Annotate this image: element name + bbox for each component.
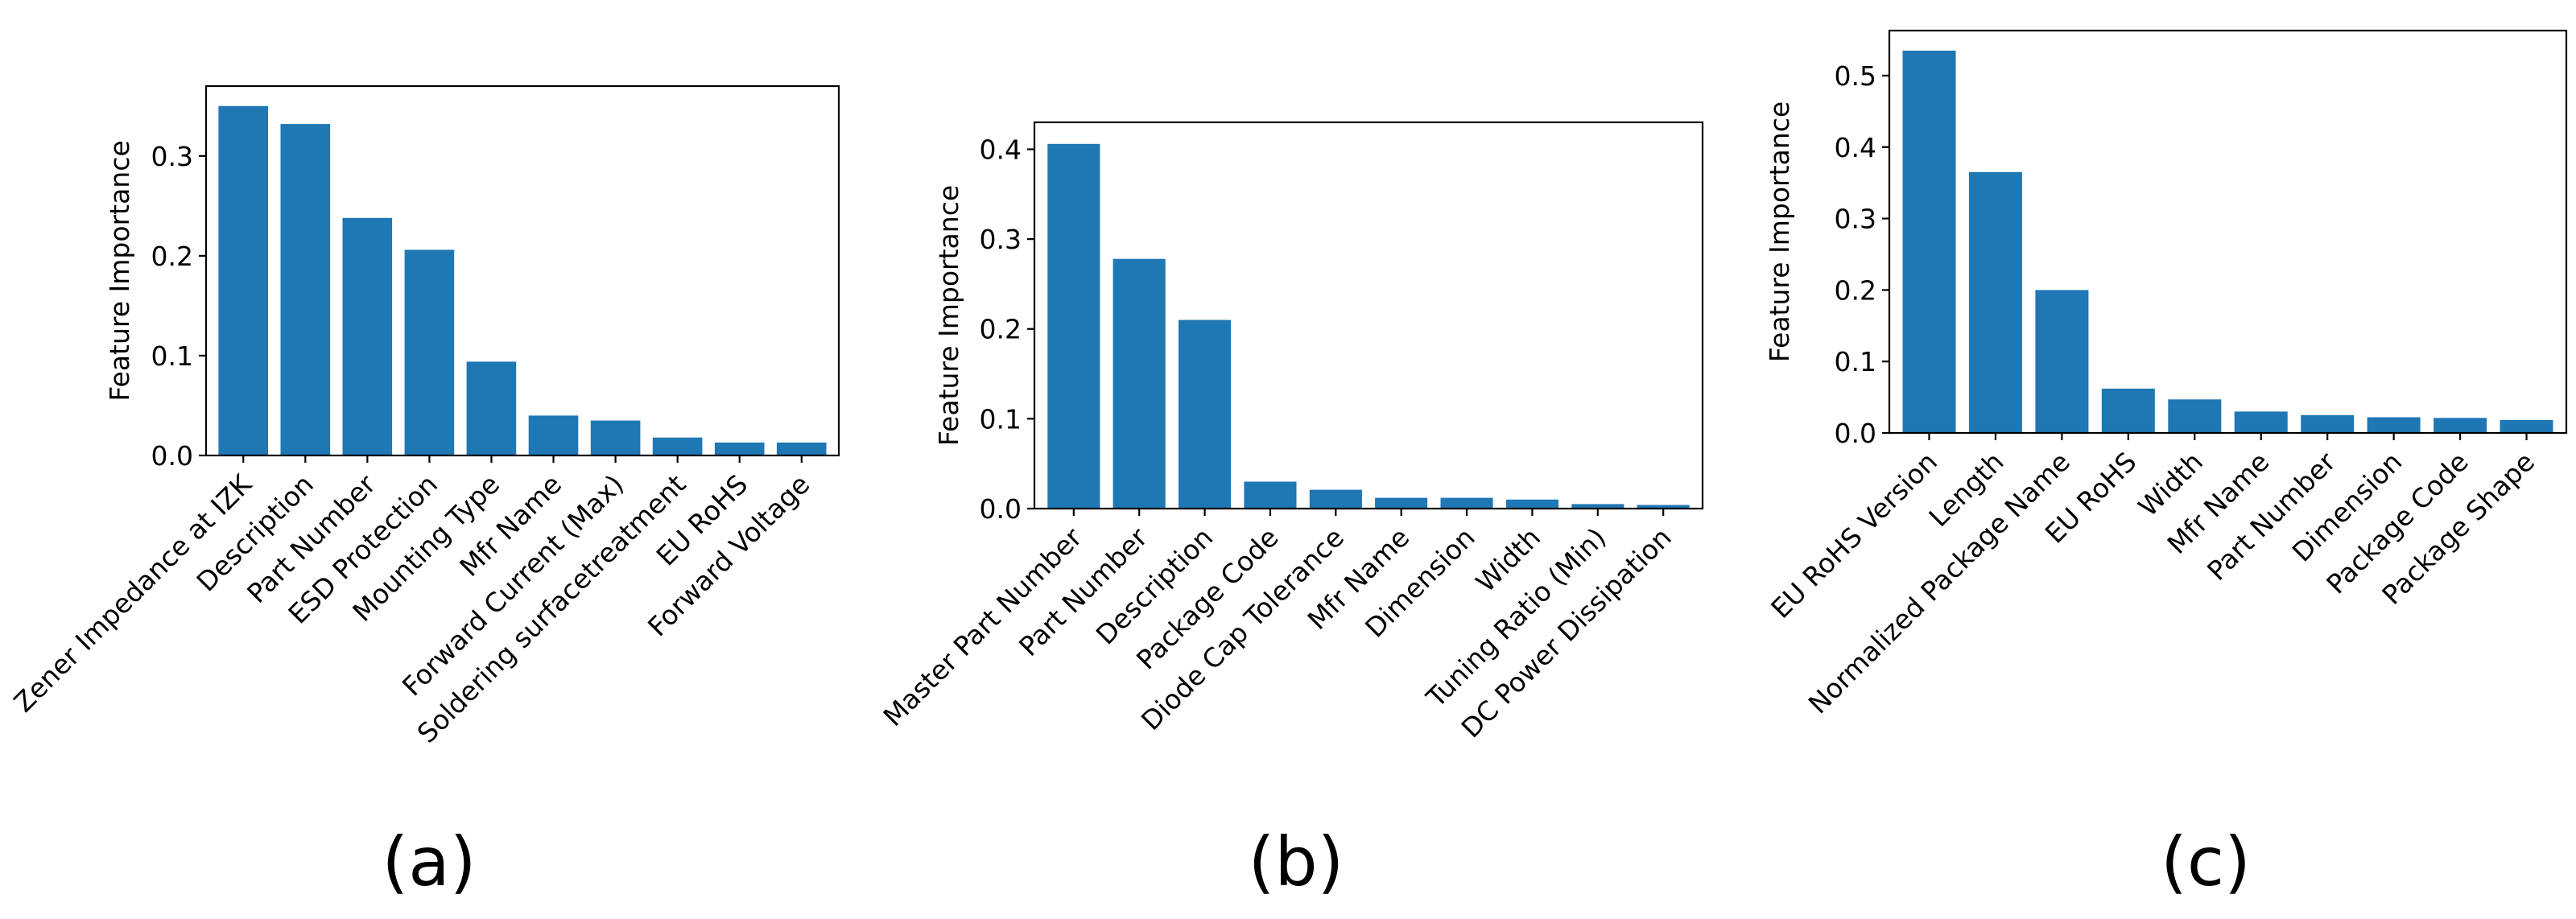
- bar-1-10: [776, 442, 827, 455]
- bar-1-6: [528, 415, 579, 455]
- bar-2-2: [1113, 258, 1166, 509]
- bar-1-3: [342, 217, 393, 455]
- x-tick-label: Normalized Package Name: [1802, 446, 2076, 719]
- bar-3-3: [2035, 290, 2089, 433]
- bar-3-8: [2367, 417, 2421, 433]
- bar-2-4: [1244, 481, 1297, 509]
- bar-2-5: [1309, 489, 1362, 509]
- y-tick-label: 0.2: [151, 241, 193, 272]
- bar-3-7: [2301, 414, 2355, 433]
- y-tick-label: 0.5: [1835, 60, 1876, 92]
- bar-1-8: [652, 437, 703, 455]
- bar-2-1: [1047, 143, 1100, 509]
- y-tick-label: 0.2: [980, 314, 1022, 345]
- y-axis-label: Feature Importance: [104, 140, 135, 401]
- y-tick-label: 0.0: [151, 440, 193, 472]
- bar-2-9: [1571, 504, 1624, 509]
- bar-3-2: [1968, 171, 2022, 434]
- bar-1-7: [590, 420, 641, 455]
- y-tick-label: 0.3: [151, 141, 193, 172]
- bar-2-6: [1375, 497, 1428, 509]
- bar-1-4: [404, 249, 455, 455]
- y-tick-label: 0.0: [1835, 418, 1876, 449]
- y-tick-label: 0.0: [980, 493, 1022, 525]
- chart-panel-3: 0.00.10.20.30.40.5EU RoHS VersionLengthN…: [1764, 29, 2568, 901]
- bar-2-10: [1637, 505, 1690, 509]
- panel-label: (b): [1249, 822, 1344, 901]
- y-tick-label: 0.3: [980, 224, 1022, 255]
- bar-3-9: [2434, 418, 2487, 433]
- y-tick-label: 0.2: [1835, 274, 1876, 306]
- bar-2-7: [1440, 497, 1493, 509]
- axes-frame: [204, 84, 840, 457]
- panel-label: (c): [2161, 822, 2251, 901]
- bar-3-5: [2168, 399, 2222, 433]
- bar-3-10: [2500, 420, 2553, 433]
- bar-3-4: [2101, 388, 2155, 433]
- bar-1-2: [280, 124, 331, 455]
- y-axis-label: Feature Importance: [933, 185, 964, 446]
- y-tick-label: 0.4: [1835, 132, 1876, 163]
- y-tick-label: 0.1: [151, 340, 193, 372]
- axes-frame: [1033, 121, 1704, 510]
- bar-1-5: [466, 361, 517, 455]
- bar-2-8: [1505, 499, 1558, 509]
- y-axis-label: Feature Importance: [1764, 101, 1795, 362]
- bar-3-1: [1902, 50, 1956, 434]
- bar-2-3: [1179, 319, 1232, 509]
- bar-3-6: [2234, 411, 2288, 433]
- y-tick-label: 0.1: [1835, 346, 1876, 377]
- panel-label: (a): [382, 822, 476, 901]
- y-tick-label: 0.4: [980, 134, 1022, 165]
- axes-frame: [1888, 29, 2568, 435]
- bar-1-9: [714, 442, 765, 455]
- y-tick-label: 0.1: [980, 403, 1022, 435]
- y-tick-label: 0.3: [1835, 204, 1876, 235]
- bar-1-1: [218, 105, 268, 456]
- x-tick-label: Zener Impedance at IZK: [7, 468, 258, 718]
